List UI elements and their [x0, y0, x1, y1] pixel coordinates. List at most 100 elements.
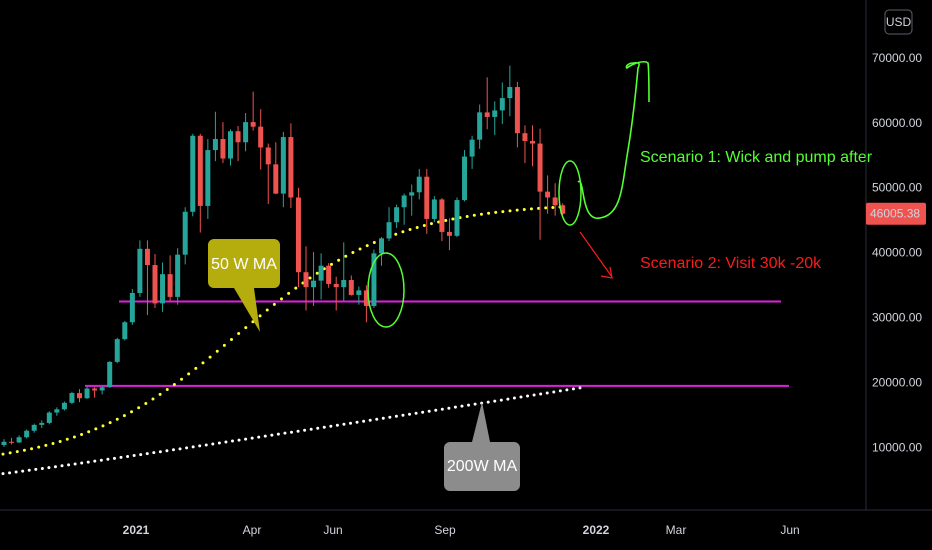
ma200-line-point — [67, 463, 71, 467]
ma200-line-point — [309, 427, 313, 431]
last-price-tag: 46005.38 — [866, 202, 926, 225]
ma50-line-point — [22, 448, 26, 452]
scenario2-arrowhead — [600, 266, 613, 279]
ma200-line-point — [526, 394, 530, 398]
candle-body — [454, 200, 460, 236]
candle — [348, 275, 354, 296]
ma200-line-point — [408, 412, 412, 416]
ma200-line-point — [178, 447, 182, 451]
ma200-line-point — [493, 399, 497, 403]
candle — [114, 337, 120, 364]
ma200-line-point — [303, 428, 307, 432]
candle — [439, 198, 445, 242]
currency-button[interactable]: USD — [884, 9, 913, 35]
scenario1-text: Scenario 1: Wick and pump after — [640, 149, 873, 166]
ma200-line-point — [132, 454, 136, 458]
ma50-line-point — [172, 382, 176, 386]
ma50-line-point — [130, 410, 134, 414]
candle-body — [537, 143, 543, 192]
ma50-line-point — [437, 220, 441, 224]
ma200-line-point — [1, 472, 5, 476]
candle-body — [152, 265, 158, 304]
candle — [16, 435, 22, 444]
candle — [295, 187, 301, 288]
price-axis[interactable]: 70000.00 60000.00 50000.00 40000.00 30000.00… — [872, 51, 922, 455]
ma200-line — [1, 386, 582, 476]
ma200-line-point — [204, 443, 208, 447]
ma50-line-point — [429, 222, 433, 226]
candle-body — [363, 290, 369, 306]
candle-body — [54, 409, 60, 413]
ma50-line-point — [65, 437, 69, 441]
candle — [92, 387, 98, 398]
candle — [190, 133, 196, 217]
candle — [182, 207, 188, 265]
ma200-line-point — [152, 451, 156, 455]
candle-body — [356, 290, 362, 295]
ma200-line-point — [283, 431, 287, 435]
ma50-line-point — [237, 332, 241, 336]
ma50-line-point — [551, 205, 555, 209]
ma200-line-point — [112, 456, 116, 460]
ma200-line-point — [80, 461, 84, 465]
candle-body — [129, 292, 135, 323]
candle — [552, 183, 558, 216]
ma50-line — [1, 205, 562, 456]
ma200-line-point — [394, 414, 398, 418]
candle-body — [446, 231, 452, 236]
ma200-line-point — [60, 464, 64, 468]
ma50-line-point — [72, 435, 76, 439]
candle — [77, 389, 82, 403]
ma50-line-point — [187, 372, 191, 376]
candle — [545, 175, 551, 214]
candle — [212, 111, 218, 162]
ma200-line-point — [276, 432, 280, 436]
ma200-line-point — [211, 442, 215, 446]
candle-body — [303, 272, 309, 288]
ma50-line-point — [508, 209, 512, 213]
candle-body — [258, 126, 264, 148]
time-tick-label: Jun — [323, 523, 342, 537]
ma200-line-point — [512, 396, 516, 400]
candle — [31, 423, 37, 433]
candle — [363, 285, 369, 323]
candle-body — [288, 137, 294, 198]
ma200-line-point — [362, 419, 366, 423]
ma50-line-point — [265, 308, 269, 312]
ma50-line-point — [544, 206, 548, 210]
candle-body — [84, 388, 90, 399]
current-circle — [558, 160, 582, 226]
ma200-line-point — [335, 423, 339, 427]
ma200-line-point — [250, 436, 254, 440]
scenario2-text: Scenario 2: Visit 30k -20k — [640, 255, 822, 272]
ma200-line-point — [53, 465, 57, 469]
ma50-line-point — [151, 397, 155, 401]
time-axis[interactable]: 2021 Apr Jun Sep 2022 Mar Jun — [123, 523, 800, 537]
ma200-line-point — [552, 390, 556, 394]
ma50-line-point — [537, 206, 541, 210]
ma200-line-point — [139, 453, 143, 457]
candle — [514, 81, 520, 148]
candle-body — [462, 156, 468, 201]
candle — [197, 133, 203, 233]
candle — [477, 104, 483, 149]
candle-body — [228, 131, 233, 159]
candle-body — [394, 207, 400, 223]
candle — [235, 126, 241, 162]
candle-body — [190, 135, 196, 212]
ma50-line-point — [451, 217, 455, 221]
ma50-line-point — [444, 218, 448, 222]
candle-body — [220, 139, 226, 159]
ma50-line-point — [8, 451, 12, 455]
ma200-line-point — [171, 448, 175, 452]
candle — [61, 401, 67, 411]
candle-body — [522, 133, 528, 141]
ma200-line-point — [447, 406, 451, 410]
candle — [499, 82, 505, 125]
ma50-line-point — [529, 207, 533, 211]
ma50-line-point — [372, 241, 376, 245]
ma200-line-point — [34, 467, 38, 471]
candle-body — [530, 140, 535, 144]
ma50-line-point — [358, 247, 362, 251]
